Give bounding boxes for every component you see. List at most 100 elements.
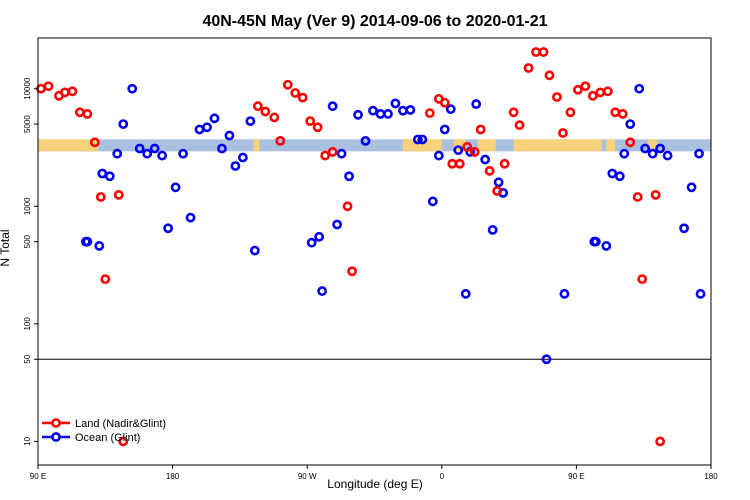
data-point <box>347 266 357 277</box>
x-axis-ticks: 90 E 180 90 W 0 90 E 180 <box>30 465 718 481</box>
data-point <box>460 288 471 299</box>
data-point <box>209 113 220 124</box>
data-point <box>492 186 503 196</box>
data-point <box>112 148 123 159</box>
data-point <box>67 86 78 97</box>
y-tick-label: 50 <box>23 354 32 363</box>
data-point <box>127 83 138 94</box>
data-point <box>589 236 600 247</box>
legend-label: Ocean (Glint) <box>75 432 140 444</box>
data-point <box>580 81 591 92</box>
data-point <box>134 143 145 154</box>
legend-label: Land (Nadir&Glint) <box>75 418 166 430</box>
data-point <box>405 105 416 115</box>
data-point <box>157 150 168 161</box>
data-points <box>36 47 706 447</box>
y-tick-label: 10000 <box>23 77 32 100</box>
data-point <box>282 79 293 90</box>
y-tick-label: 10 <box>23 436 32 445</box>
data-point <box>100 274 111 285</box>
plot-frame <box>37 37 712 466</box>
data-point <box>424 108 435 119</box>
series-land <box>36 47 666 447</box>
data-point <box>475 124 486 135</box>
data-point <box>427 196 438 207</box>
data-point <box>439 124 450 135</box>
data-point <box>625 119 636 130</box>
data-point <box>297 92 308 103</box>
data-point <box>390 98 401 109</box>
data-point <box>249 245 260 256</box>
data-point <box>679 223 689 234</box>
data-point <box>290 88 301 98</box>
data-point <box>245 116 256 127</box>
y-tick-label: 1000 <box>23 197 32 215</box>
x-tick-label: 180 <box>166 472 180 481</box>
data-point <box>170 182 181 193</box>
data-point <box>484 165 495 176</box>
data-point <box>471 99 482 109</box>
y-tick-label: 500 <box>23 234 32 248</box>
legend: Land (Nadir&Glint) Ocean (Glint) <box>42 418 166 444</box>
chart-title: 40N-45N May (Ver 9) 2014-09-06 to 2020-0… <box>202 13 547 30</box>
data-point <box>344 171 354 182</box>
data-point <box>230 161 241 171</box>
data-point <box>538 47 549 57</box>
data-point <box>439 97 450 108</box>
data-point <box>558 128 568 138</box>
data-point <box>94 241 105 251</box>
data-point <box>454 158 465 169</box>
x-tick-label: 180 <box>704 472 718 481</box>
land-band-segment <box>477 139 496 152</box>
legend-marker <box>51 432 61 442</box>
land-band-segment <box>606 139 616 152</box>
data-point <box>224 130 235 141</box>
data-point <box>275 135 286 146</box>
data-point <box>662 150 673 161</box>
x-tick-label: 90 E <box>568 472 584 481</box>
data-point <box>686 182 697 193</box>
data-point <box>342 201 353 212</box>
data-point <box>320 150 331 161</box>
land-band-segment <box>253 139 260 152</box>
data-point <box>544 70 555 81</box>
data-point <box>499 158 510 169</box>
data-point <box>118 119 129 130</box>
land-ocean-band <box>38 139 711 152</box>
y-tick-label: 100 <box>23 317 32 331</box>
y-axis-label: N Total <box>0 229 12 266</box>
data-point <box>655 436 666 447</box>
data-point <box>634 83 645 94</box>
land-band-segment <box>648 139 658 152</box>
y-axis-ticks: 10 50 100 500 1000 5000 10000 <box>23 77 38 446</box>
data-point <box>493 177 504 188</box>
data-point <box>360 135 371 146</box>
data-point <box>565 107 576 118</box>
data-point <box>306 237 317 248</box>
data-point <box>80 236 91 247</box>
data-point <box>453 145 464 156</box>
data-point <box>587 90 598 101</box>
data-point <box>695 288 706 299</box>
data-point <box>637 274 648 285</box>
data-point <box>252 101 263 112</box>
data-point <box>185 212 196 223</box>
land-band-segment <box>453 139 466 152</box>
data-point <box>508 107 519 118</box>
x-axis-label: Longitude (deg E) <box>327 477 422 491</box>
data-point <box>572 84 583 95</box>
data-point <box>217 143 227 154</box>
data-point <box>368 105 378 116</box>
data-point <box>95 192 106 202</box>
legend-entry: Land (Nadir&Glint) <box>42 418 166 430</box>
data-point <box>237 152 248 163</box>
data-point <box>327 147 338 157</box>
data-point <box>650 189 661 200</box>
data-point <box>260 106 271 117</box>
data-point <box>314 231 325 242</box>
data-point <box>417 134 428 145</box>
data-point <box>480 154 491 165</box>
series-ocean <box>80 83 706 365</box>
data-point <box>412 134 423 145</box>
